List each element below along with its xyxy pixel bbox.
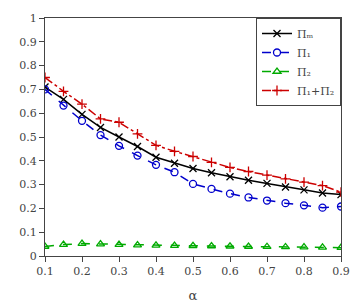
svg-text:0.7: 0.7 (19, 83, 37, 96)
svg-text:0.8: 0.8 (19, 59, 37, 72)
svg-text:0.3: 0.3 (110, 265, 128, 278)
svg-text:0.9: 0.9 (332, 265, 350, 278)
svg-text:0: 0 (30, 250, 37, 263)
svg-text:α: α (189, 288, 198, 303)
svg-text:0.9: 0.9 (19, 36, 37, 49)
svg-text:0.4: 0.4 (147, 265, 165, 278)
svg-text:Π₂: Π₂ (297, 66, 311, 79)
svg-text:0.5: 0.5 (184, 265, 202, 278)
svg-text:0.2: 0.2 (73, 265, 91, 278)
svg-text:Π₁: Π₁ (297, 47, 311, 60)
svg-text:0.5: 0.5 (19, 131, 37, 144)
svg-text:Π₁+Π₂: Π₁+Π₂ (297, 85, 334, 98)
svg-text:1: 1 (30, 12, 37, 25)
svg-text:0.8: 0.8 (295, 265, 313, 278)
svg-text:0.1: 0.1 (36, 265, 54, 278)
svg-text:Πₘ: Πₘ (297, 28, 314, 41)
svg-text:0.3: 0.3 (19, 178, 37, 191)
svg-text:0.2: 0.2 (19, 202, 37, 215)
svg-text:0.4: 0.4 (19, 155, 37, 168)
svg-text:0.1: 0.1 (19, 226, 37, 239)
svg-text:0.7: 0.7 (258, 265, 276, 278)
svg-text:0.6: 0.6 (221, 265, 239, 278)
svg-text:0.6: 0.6 (19, 107, 37, 120)
